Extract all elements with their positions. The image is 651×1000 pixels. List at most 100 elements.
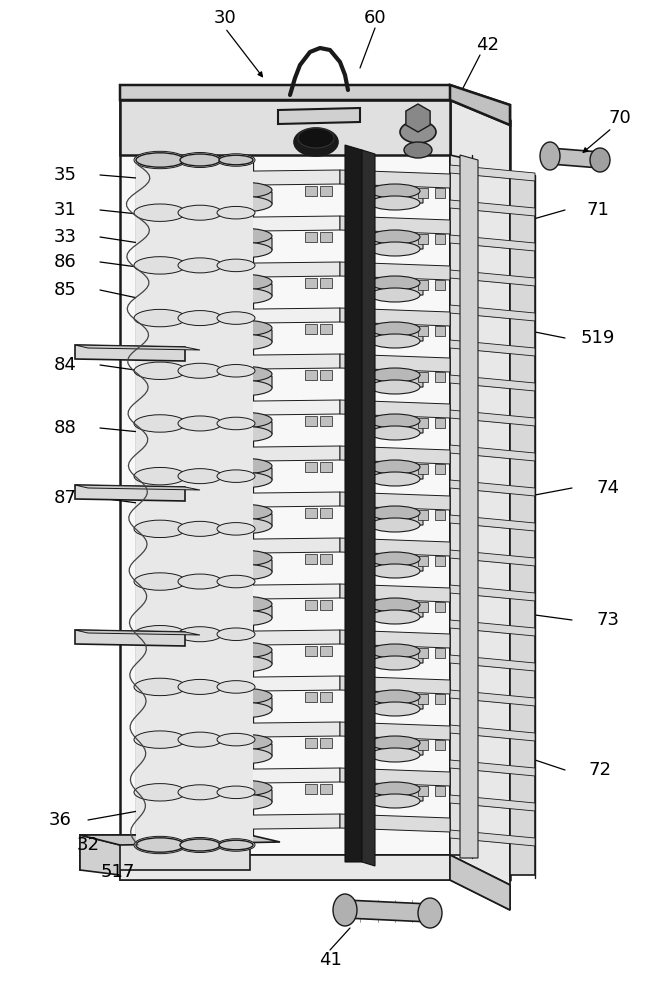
Polygon shape bbox=[208, 788, 272, 804]
Polygon shape bbox=[175, 722, 340, 738]
Polygon shape bbox=[120, 85, 510, 125]
Polygon shape bbox=[195, 600, 207, 610]
Polygon shape bbox=[370, 467, 423, 481]
Polygon shape bbox=[340, 676, 450, 694]
Ellipse shape bbox=[134, 151, 186, 169]
Text: 72: 72 bbox=[589, 761, 611, 779]
Ellipse shape bbox=[217, 417, 255, 430]
Polygon shape bbox=[378, 510, 388, 520]
Ellipse shape bbox=[418, 898, 442, 928]
Polygon shape bbox=[370, 421, 423, 435]
Polygon shape bbox=[418, 418, 428, 428]
Ellipse shape bbox=[134, 520, 186, 538]
Polygon shape bbox=[75, 485, 200, 490]
Polygon shape bbox=[340, 216, 450, 234]
Polygon shape bbox=[370, 283, 423, 297]
Polygon shape bbox=[450, 165, 535, 181]
Text: 88: 88 bbox=[53, 419, 76, 437]
Ellipse shape bbox=[134, 204, 186, 221]
Polygon shape bbox=[418, 372, 428, 382]
Polygon shape bbox=[320, 692, 332, 702]
Ellipse shape bbox=[134, 836, 186, 854]
Polygon shape bbox=[175, 492, 340, 508]
Polygon shape bbox=[450, 235, 535, 251]
Ellipse shape bbox=[217, 154, 255, 166]
Polygon shape bbox=[360, 280, 370, 290]
Polygon shape bbox=[208, 696, 272, 712]
Ellipse shape bbox=[134, 784, 186, 801]
Ellipse shape bbox=[180, 154, 220, 166]
Polygon shape bbox=[345, 900, 430, 922]
Polygon shape bbox=[370, 559, 423, 573]
Ellipse shape bbox=[370, 506, 420, 520]
Text: 33: 33 bbox=[53, 228, 77, 246]
Polygon shape bbox=[340, 354, 450, 372]
Polygon shape bbox=[175, 308, 340, 324]
Ellipse shape bbox=[298, 128, 334, 148]
Polygon shape bbox=[360, 188, 370, 198]
Polygon shape bbox=[340, 492, 450, 510]
Polygon shape bbox=[378, 418, 388, 428]
Polygon shape bbox=[370, 375, 423, 389]
Ellipse shape bbox=[208, 472, 272, 488]
Polygon shape bbox=[378, 372, 388, 382]
Polygon shape bbox=[435, 602, 445, 612]
Polygon shape bbox=[208, 420, 272, 436]
Ellipse shape bbox=[208, 504, 272, 520]
Polygon shape bbox=[320, 462, 332, 472]
Ellipse shape bbox=[370, 610, 420, 624]
Polygon shape bbox=[278, 108, 360, 124]
Polygon shape bbox=[370, 605, 423, 619]
Polygon shape bbox=[195, 462, 207, 472]
Polygon shape bbox=[195, 738, 207, 748]
Polygon shape bbox=[450, 550, 535, 566]
Polygon shape bbox=[208, 512, 272, 528]
Polygon shape bbox=[215, 186, 227, 196]
Polygon shape bbox=[320, 370, 332, 380]
Polygon shape bbox=[370, 789, 423, 803]
Polygon shape bbox=[378, 648, 388, 658]
Polygon shape bbox=[175, 814, 340, 830]
Polygon shape bbox=[418, 602, 428, 612]
Polygon shape bbox=[208, 650, 272, 666]
Polygon shape bbox=[370, 237, 423, 251]
Polygon shape bbox=[305, 232, 317, 242]
Polygon shape bbox=[450, 515, 535, 531]
Ellipse shape bbox=[404, 142, 432, 158]
Polygon shape bbox=[435, 556, 445, 566]
Polygon shape bbox=[305, 186, 317, 196]
Ellipse shape bbox=[134, 626, 186, 643]
Ellipse shape bbox=[590, 148, 610, 172]
Polygon shape bbox=[215, 370, 227, 380]
Ellipse shape bbox=[208, 182, 272, 198]
Ellipse shape bbox=[370, 518, 420, 532]
Polygon shape bbox=[136, 160, 184, 845]
Ellipse shape bbox=[217, 470, 255, 482]
Polygon shape bbox=[450, 620, 535, 636]
Polygon shape bbox=[215, 692, 227, 702]
Polygon shape bbox=[450, 725, 535, 741]
Text: 84: 84 bbox=[53, 356, 76, 374]
Polygon shape bbox=[195, 370, 207, 380]
Polygon shape bbox=[435, 464, 445, 474]
Ellipse shape bbox=[370, 184, 420, 198]
Polygon shape bbox=[345, 145, 362, 862]
Ellipse shape bbox=[208, 274, 272, 290]
Polygon shape bbox=[215, 600, 227, 610]
Ellipse shape bbox=[208, 412, 272, 428]
Polygon shape bbox=[120, 100, 450, 155]
Polygon shape bbox=[418, 694, 428, 704]
Text: 85: 85 bbox=[53, 281, 76, 299]
Text: 36: 36 bbox=[49, 811, 72, 829]
Polygon shape bbox=[305, 692, 317, 702]
Polygon shape bbox=[120, 855, 450, 880]
Polygon shape bbox=[305, 738, 317, 748]
Ellipse shape bbox=[178, 152, 222, 167]
Ellipse shape bbox=[370, 690, 420, 704]
Polygon shape bbox=[215, 324, 227, 334]
Polygon shape bbox=[175, 216, 340, 232]
Ellipse shape bbox=[370, 460, 420, 474]
Polygon shape bbox=[418, 280, 428, 290]
Polygon shape bbox=[305, 554, 317, 564]
Polygon shape bbox=[370, 743, 423, 757]
